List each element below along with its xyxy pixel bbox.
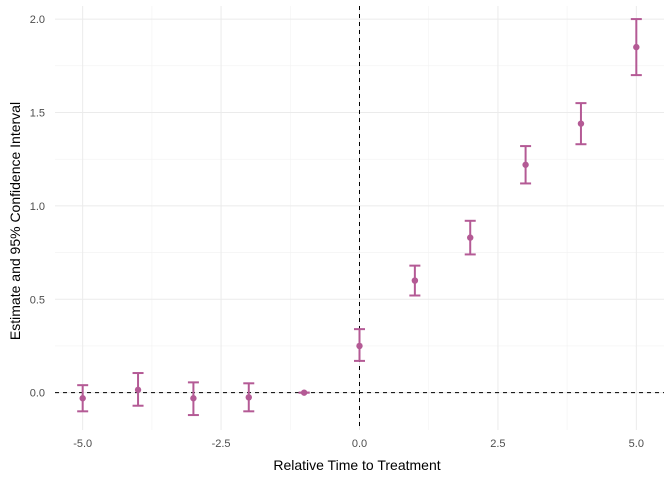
y-axis-title: Estimate and 95% Confidence Interval (7, 102, 23, 340)
point-estimate (411, 277, 419, 284)
point-estimate (134, 386, 142, 394)
point-estimate (522, 161, 529, 168)
x-tick-label: -2.5 (212, 438, 231, 450)
point-estimate (467, 234, 474, 241)
x-tick-label: 0.0 (352, 438, 367, 450)
point-estimates (79, 43, 640, 402)
y-tick-labels: 0.0 0.5 1.0 1.5 2.0 (30, 14, 45, 400)
point-estimate (356, 342, 363, 350)
y-tick-label: 0.0 (30, 388, 45, 400)
point-estimate (633, 43, 640, 51)
point-estimate (577, 120, 585, 127)
y-tick-label: 2.0 (30, 14, 45, 26)
x-tick-labels: -5.0 -2.5 0.0 2.5 5.0 (73, 438, 644, 450)
x-tick-label: 5.0 (629, 438, 644, 450)
point-estimate (300, 389, 308, 396)
x-tick-label: -5.0 (73, 438, 92, 450)
point-estimate (190, 395, 197, 402)
x-tick-label: 2.5 (490, 438, 505, 450)
y-tick-label: 1.5 (30, 107, 45, 119)
y-tick-label: 1.0 (30, 201, 45, 213)
point-estimate (79, 395, 86, 402)
y-tick-label: 0.5 (30, 294, 45, 306)
x-axis-title: Relative Time to Treatment (273, 457, 440, 473)
point-estimate (245, 394, 252, 401)
